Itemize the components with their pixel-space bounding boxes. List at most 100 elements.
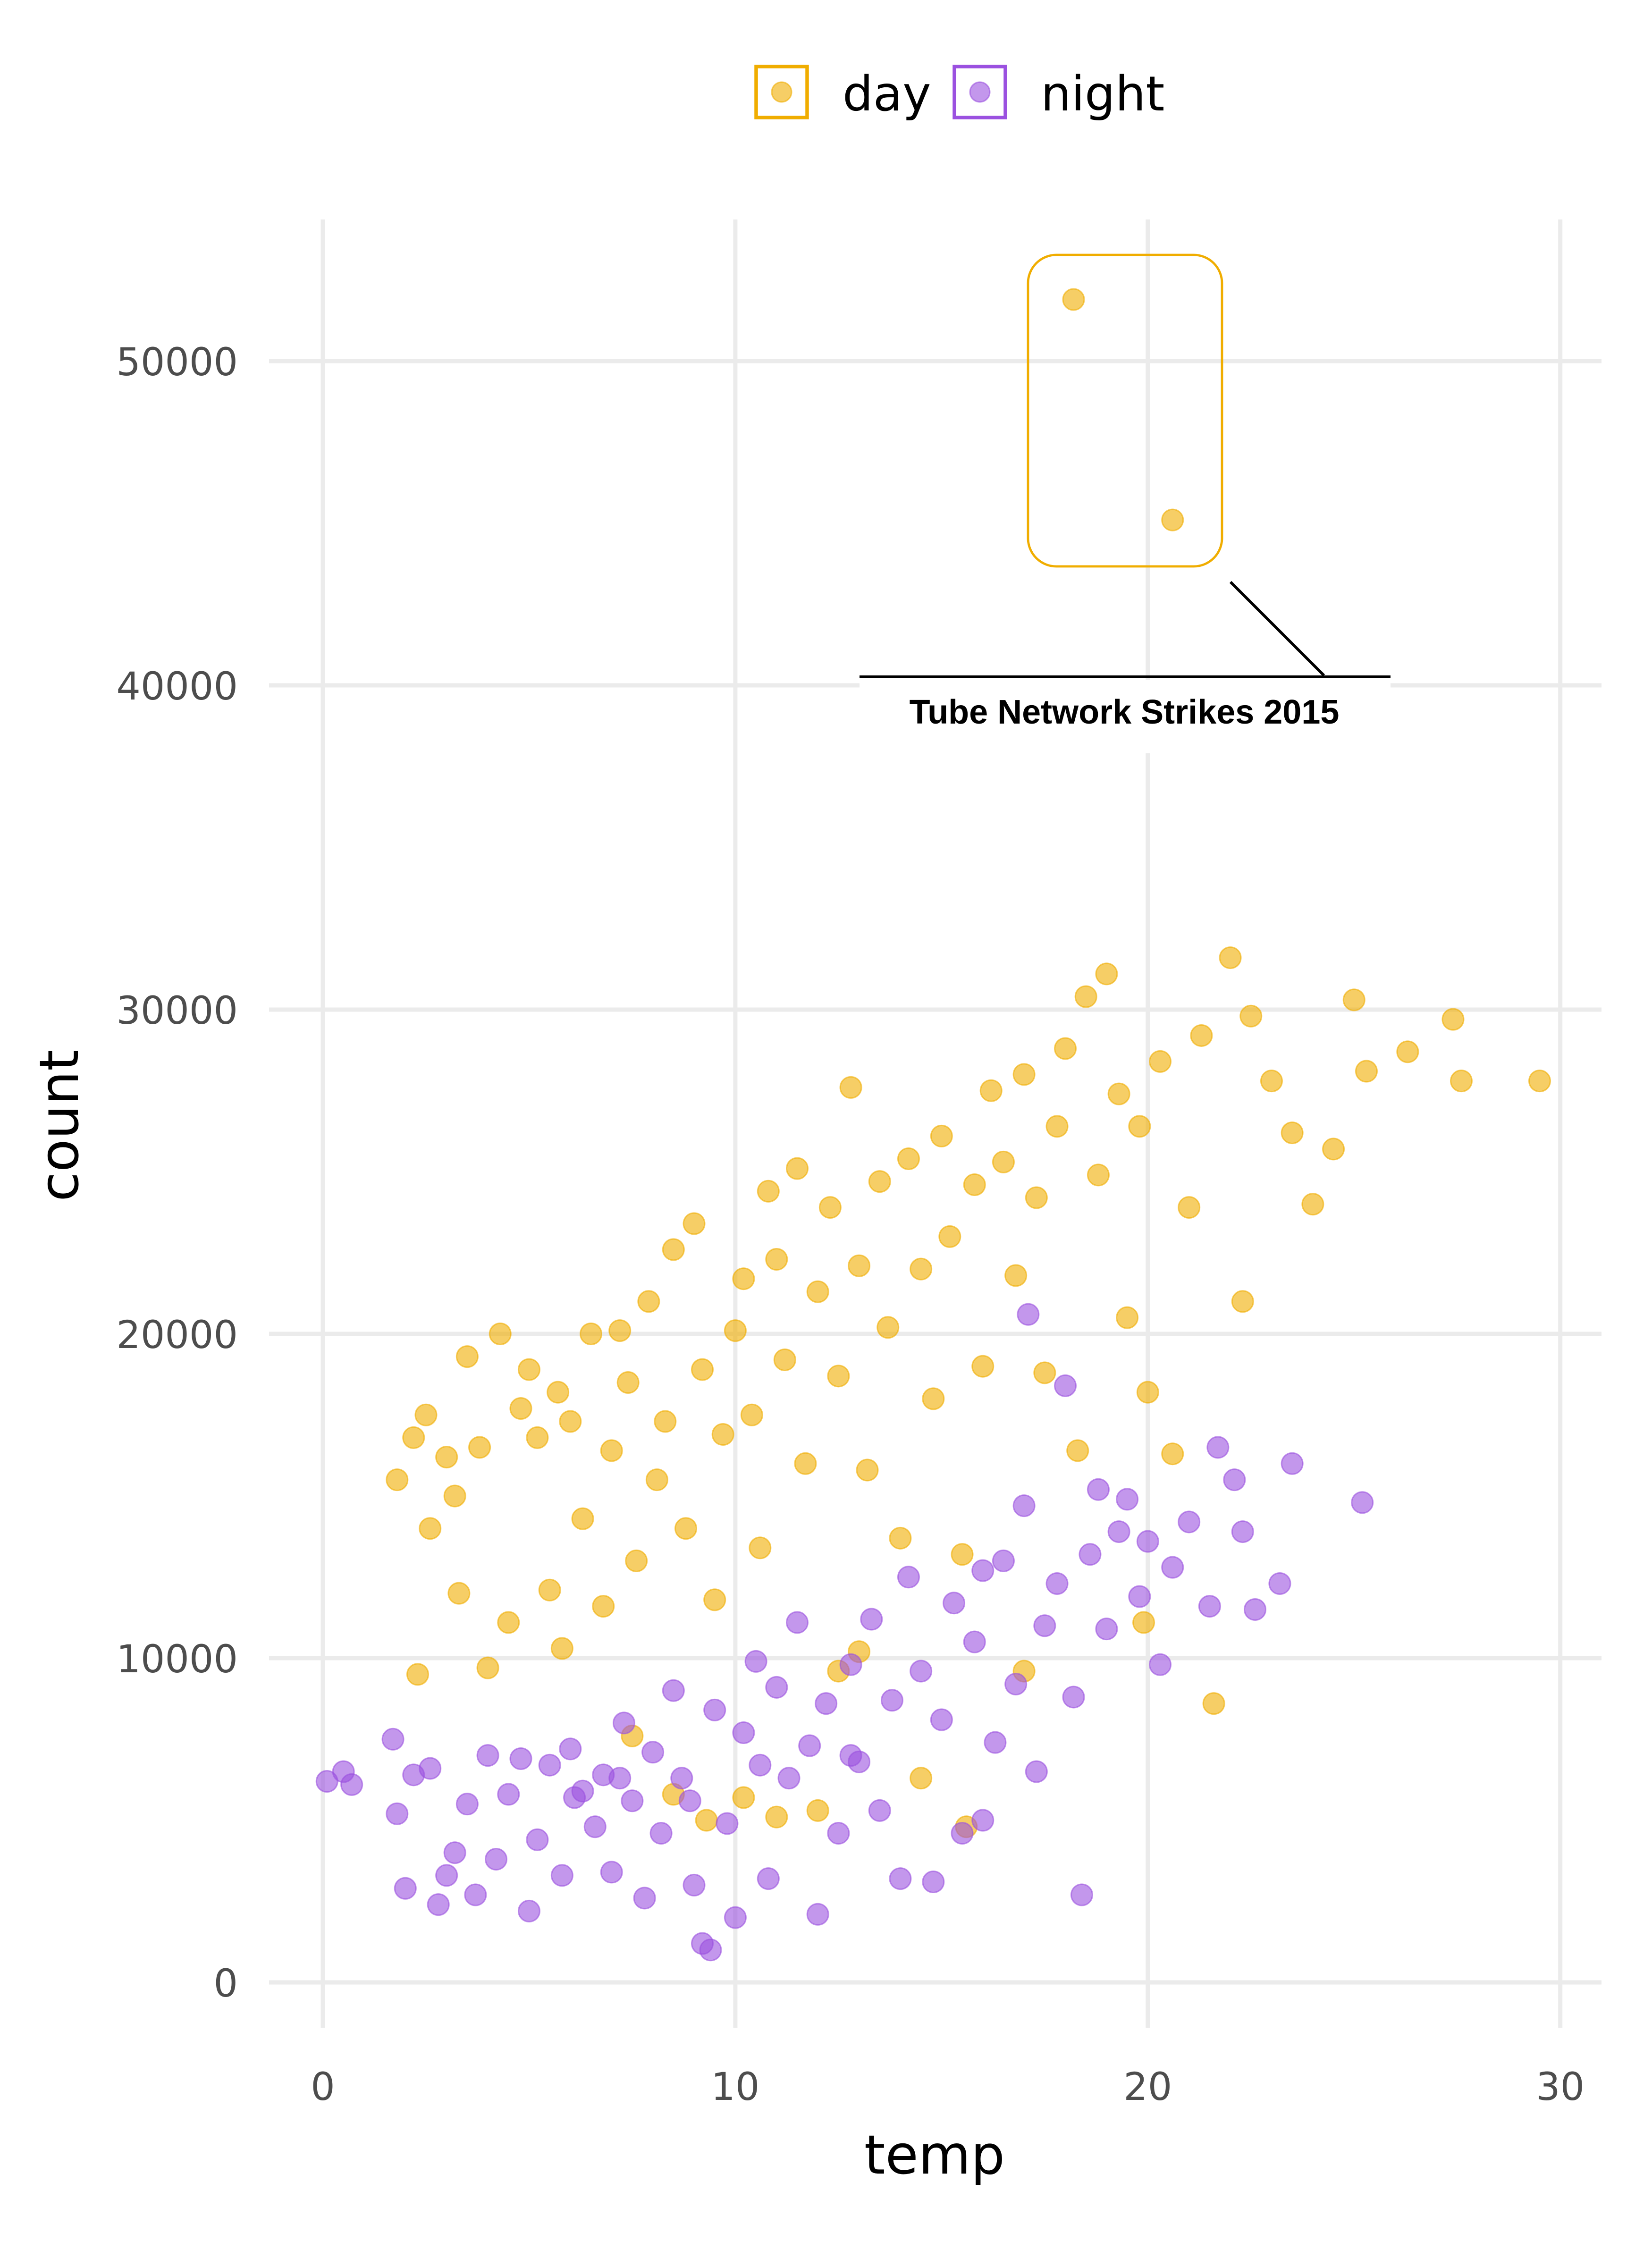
point-night	[827, 1821, 850, 1845]
point-night	[1351, 1491, 1374, 1514]
point-night	[1017, 1303, 1040, 1326]
point-day	[509, 1397, 532, 1420]
point-day	[1190, 1024, 1213, 1047]
point-day	[1219, 946, 1242, 969]
point-night	[464, 1883, 487, 1906]
point-day	[1178, 1196, 1201, 1219]
annotation-box	[1027, 253, 1223, 568]
point-night	[509, 1747, 532, 1770]
x-axis-ticks: 0 10 20 30	[311, 2065, 1585, 2109]
annotation-label: Tube Network Strikes 2015	[910, 693, 1340, 731]
point-night	[583, 1815, 607, 1838]
point-day	[930, 1124, 953, 1147]
point-night	[922, 1871, 945, 1894]
point-day	[455, 1345, 479, 1368]
point-night	[550, 1864, 573, 1887]
point-day	[827, 1365, 850, 1388]
point-night	[785, 1611, 809, 1634]
point-day	[497, 1611, 520, 1634]
point-day	[1033, 1361, 1056, 1384]
point-night	[455, 1793, 479, 1816]
point-night	[538, 1753, 561, 1777]
point-day	[447, 1582, 471, 1605]
point-night	[670, 1767, 693, 1790]
point-day	[443, 1484, 466, 1508]
point-day	[740, 1403, 763, 1426]
point-day	[695, 1809, 718, 1832]
point-night	[612, 1711, 635, 1735]
point-night	[1033, 1614, 1056, 1637]
y-tick-label: 20000	[116, 1313, 238, 1357]
point-night	[1161, 1556, 1184, 1579]
point-night	[963, 1630, 986, 1653]
point-night	[485, 1847, 508, 1871]
point-day	[468, 1436, 491, 1459]
point-day	[538, 1578, 561, 1601]
legend-label-night: night	[1041, 66, 1164, 122]
point-day	[818, 1196, 842, 1219]
point-night	[476, 1744, 499, 1767]
point-night	[427, 1893, 450, 1916]
series-night	[315, 1303, 1374, 1962]
points	[315, 288, 1551, 1962]
point-day	[592, 1595, 615, 1618]
point-night	[951, 1821, 974, 1845]
point-night	[815, 1692, 838, 1715]
x-tick-label: 0	[311, 2065, 335, 2109]
point-day	[691, 1358, 714, 1381]
point-day	[1095, 962, 1118, 986]
point-day	[951, 1543, 974, 1566]
point-night	[600, 1861, 623, 1884]
point-day	[839, 1076, 862, 1099]
point-night	[868, 1799, 891, 1822]
point-night	[340, 1773, 363, 1796]
point-day	[1342, 988, 1365, 1011]
point-day	[1128, 1115, 1151, 1138]
point-day	[402, 1426, 425, 1449]
point-night	[806, 1903, 829, 1926]
point-day	[600, 1439, 623, 1462]
legend-label-day: day	[843, 66, 931, 122]
point-night	[1231, 1520, 1254, 1543]
point-day	[806, 1280, 829, 1303]
point-day	[547, 1381, 570, 1404]
point-day	[1054, 1037, 1077, 1060]
point-night	[649, 1821, 673, 1845]
point-night	[662, 1679, 685, 1702]
point-night	[1062, 1686, 1085, 1709]
point-day	[571, 1507, 594, 1530]
point-night	[1107, 1520, 1130, 1543]
point-day	[1066, 1439, 1089, 1462]
point-night	[1045, 1572, 1069, 1595]
point-day	[1231, 1290, 1254, 1313]
point-night	[443, 1841, 466, 1864]
point-night	[1087, 1478, 1110, 1501]
point-day	[625, 1549, 648, 1572]
point-day	[406, 1663, 429, 1686]
y-tick-label: 0	[213, 1962, 238, 2006]
x-axis-title: temp	[864, 2124, 1005, 2186]
point-day	[1161, 508, 1184, 531]
point-night	[992, 1549, 1015, 1572]
point-day	[877, 1316, 900, 1339]
point-night	[1054, 1374, 1077, 1397]
point-night	[732, 1721, 755, 1745]
point-day	[1450, 1070, 1473, 1093]
x-tick-label: 30	[1536, 2065, 1585, 2109]
point-night	[910, 1660, 933, 1683]
point-night	[880, 1689, 903, 1712]
point-night	[930, 1708, 953, 1731]
point-day	[785, 1157, 809, 1180]
point-day	[1107, 1082, 1130, 1105]
point-day	[732, 1786, 755, 1809]
point-day	[757, 1180, 780, 1203]
point-day	[868, 1170, 891, 1193]
point-day	[386, 1468, 409, 1492]
point-night	[641, 1741, 665, 1764]
point-day	[435, 1446, 458, 1469]
point-day	[1202, 1692, 1225, 1715]
point-day	[938, 1225, 961, 1248]
point-night	[1079, 1543, 1102, 1566]
point-night	[526, 1828, 549, 1851]
y-tick-label: 50000	[116, 340, 238, 385]
